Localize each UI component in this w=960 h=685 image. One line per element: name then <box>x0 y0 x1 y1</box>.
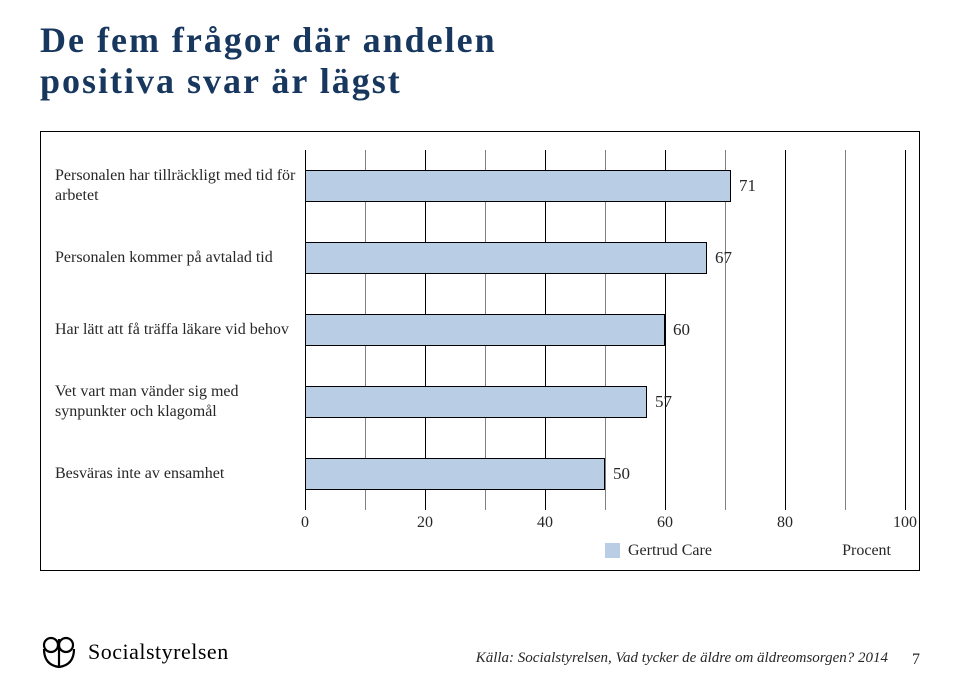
x-axis: 020406080100 <box>305 514 905 536</box>
x-axis-title: Procent <box>842 542 891 560</box>
brand-logo-icon <box>40 635 78 669</box>
legend-label: Gertrud Care <box>628 542 712 560</box>
legend: Gertrud Care <box>605 542 712 560</box>
bar-value-label: 60 <box>673 320 690 340</box>
bar-value-label: 57 <box>655 392 672 412</box>
bar-row: 60 <box>305 314 905 346</box>
bar <box>305 170 731 202</box>
title-line-2: positiva svar är lägst <box>40 61 402 101</box>
brand: Socialstyrelsen <box>40 635 229 669</box>
category-labels-column: Personalen har tillräckligt med tid för … <box>55 150 305 560</box>
bar-row: 67 <box>305 242 905 274</box>
page-number: 7 <box>912 651 920 669</box>
bar <box>305 386 647 418</box>
bar <box>305 314 665 346</box>
chart-container: Personalen har tillräckligt med tid för … <box>40 131 920 571</box>
x-tick-label: 60 <box>657 514 673 532</box>
brand-name: Socialstyrelsen <box>88 639 229 665</box>
category-label: Har lätt att få träffa läkare vid behov <box>55 320 305 340</box>
bar <box>305 458 605 490</box>
bar-row: 71 <box>305 170 905 202</box>
x-tick-label: 20 <box>417 514 433 532</box>
category-label: Personalen kommer på avtalad tid <box>55 248 305 268</box>
x-tick-label: 100 <box>893 514 917 532</box>
plot-area: 71 67 60 57 50 <box>305 150 905 510</box>
page-footer: Socialstyrelsen Källa: Socialstyrelsen, … <box>40 635 920 669</box>
bar-value-label: 50 <box>613 464 630 484</box>
title-line-1: De fem frågor där andelen <box>40 20 497 60</box>
bar-row: 57 <box>305 386 905 418</box>
bars-layer: 71 67 60 57 50 <box>305 150 905 510</box>
x-tick-label: 40 <box>537 514 553 532</box>
legend-row: Gertrud Care Procent <box>305 542 905 560</box>
category-label: Vet vart man vänder sig med synpunkter o… <box>55 382 305 422</box>
legend-swatch <box>605 543 620 558</box>
bar <box>305 242 707 274</box>
page-title: De fem frågor där andelen positiva svar … <box>40 20 920 103</box>
source-citation: Källa: Socialstyrelsen, Vad tycker de äl… <box>253 650 888 667</box>
bar-value-label: 67 <box>715 248 732 268</box>
category-label: Personalen har tillräckligt med tid för … <box>55 166 305 206</box>
bar-value-label: 71 <box>739 176 756 196</box>
category-label: Besväras inte av ensamhet <box>55 464 305 484</box>
x-tick-label: 80 <box>777 514 793 532</box>
gridline-major <box>905 150 906 510</box>
bar-row: 50 <box>305 458 905 490</box>
x-tick-label: 0 <box>301 514 309 532</box>
